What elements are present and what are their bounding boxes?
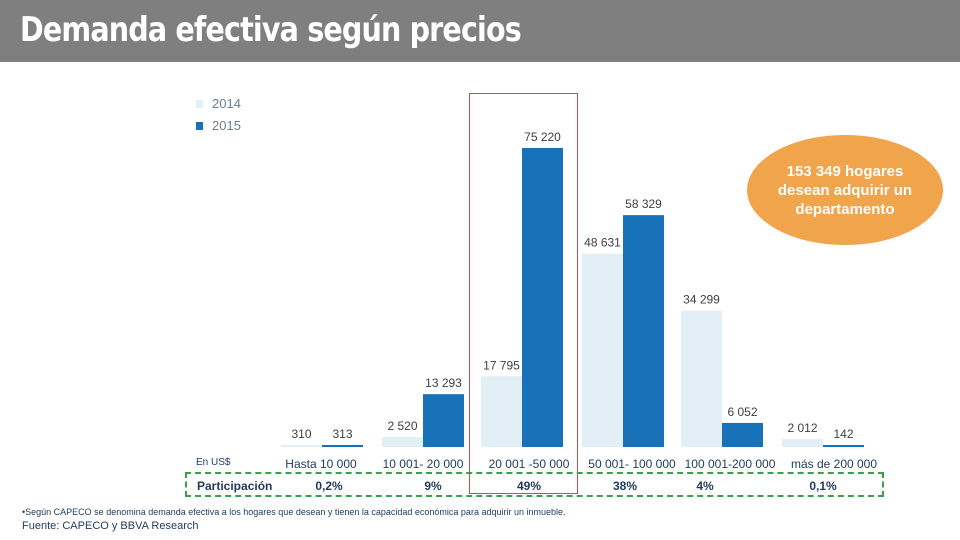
participation-value: 0,2%: [315, 479, 343, 493]
bar-2014-5: [782, 439, 823, 447]
title-bar: Demanda efectiva según precios: [0, 0, 960, 62]
data-label-2015-1: 13 293: [425, 376, 462, 390]
bar-2014-3: [582, 253, 623, 447]
data-label-2015-2: 75 220: [524, 130, 561, 144]
data-label-2014-5: 2 012: [787, 421, 817, 435]
participation-value: 0,1%: [809, 479, 837, 493]
data-label-2014-3: 48 631: [584, 236, 621, 250]
legend-label-2014: 2014: [212, 96, 241, 111]
bar-2015-0: [322, 445, 363, 447]
data-label-2014-0: 310: [291, 427, 311, 441]
bar-2015-2: [522, 148, 563, 447]
callout-bubble: 153 349 hogares desean adquirir un depar…: [747, 135, 943, 245]
legend-swatch-2014: [196, 99, 203, 108]
source-line: Fuente: CAPECO y BBVA Research: [22, 520, 199, 532]
bar-2015-3: [623, 215, 664, 447]
category-label: 100 001-200 000: [684, 457, 776, 471]
participation-value: 38%: [612, 479, 638, 493]
data-label-2015-4: 6 052: [727, 405, 757, 419]
bar-2014-0: [281, 445, 322, 447]
legend-item-2015: 2015: [196, 118, 241, 133]
page-title: Demanda efectiva según precios: [20, 10, 522, 50]
category-label: 50 001- 100 000: [588, 457, 676, 471]
data-label-2014-4: 34 299: [683, 293, 720, 307]
bar-2014-1: [382, 436, 423, 447]
callout-text: 153 349 hogares desean adquirir un depar…: [777, 162, 913, 218]
bar-2014-2: [481, 376, 522, 447]
data-label-2015-0: 313: [332, 427, 352, 441]
category-label: 20 001 -50 000: [488, 457, 570, 471]
category-label: Hasta 10 000: [285, 457, 357, 471]
participation-label: Participación: [197, 479, 273, 493]
participation-value: 4%: [696, 479, 714, 493]
footnote: •Según CAPECO se denomina demanda efecti…: [22, 507, 566, 517]
bar-2015-5: [823, 445, 864, 447]
category-label: 10 001- 20 000: [382, 457, 464, 471]
highlight-box: [469, 93, 578, 494]
participation-box: [185, 472, 884, 497]
bar-2014-4: [681, 310, 722, 447]
participation-value: 9%: [424, 479, 442, 493]
legend-swatch-2015: [196, 121, 203, 130]
data-label-2015-3: 58 329: [625, 197, 662, 211]
currency-label: En US$: [196, 457, 231, 468]
data-label-2014-2: 17 795: [483, 358, 520, 372]
legend-item-2014: 2014: [196, 96, 241, 111]
data-label-2015-5: 142: [833, 427, 853, 441]
participation-value: 49%: [516, 479, 542, 493]
category-label: más de 200 000: [790, 457, 878, 471]
bar-2015-4: [722, 422, 763, 447]
bar-2015-1: [423, 394, 464, 447]
legend-label-2015: 2015: [212, 118, 241, 133]
data-label-2014-1: 2 520: [387, 419, 417, 433]
